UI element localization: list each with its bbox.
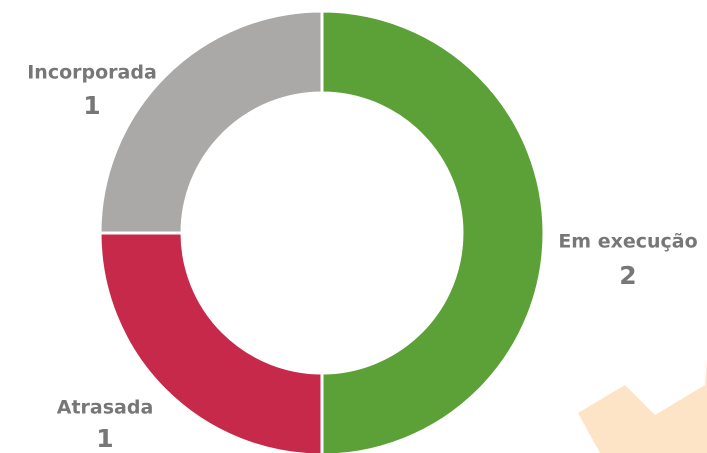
slice-value: 2 [619, 261, 636, 290]
chart: Em execução 2 Atrasada 1 Incorporada 1 [0, 0, 707, 453]
slice [100, 233, 322, 453]
slice-label: Em execução [558, 231, 697, 253]
decoration [578, 360, 707, 453]
donut [100, 11, 544, 453]
slice-label: Incorporada [27, 62, 157, 84]
slice [100, 11, 322, 233]
slice [322, 11, 544, 453]
slice-value: 1 [96, 424, 113, 453]
slice-value: 1 [83, 91, 100, 120]
slice-label: Atrasada [57, 397, 154, 419]
